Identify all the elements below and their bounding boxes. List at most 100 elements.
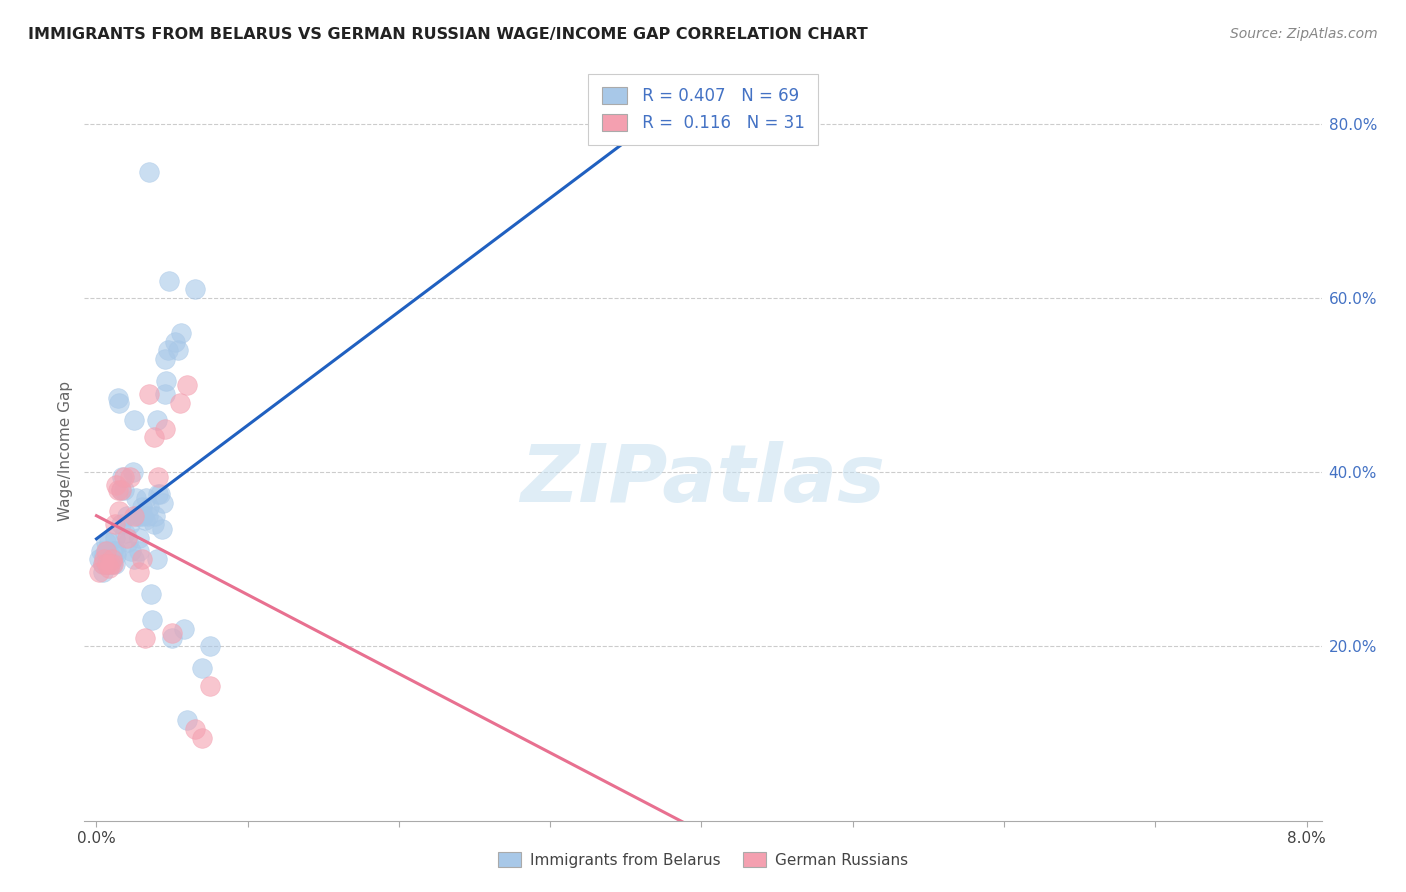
- Point: [94, 557, 117, 571]
- Point: [101, 543, 124, 558]
- Point: [146, 413, 169, 427]
- Point: [101, 557, 124, 571]
- Point: [128, 566, 150, 580]
- Point: [91, 557, 114, 571]
- Point: [176, 378, 198, 392]
- Point: [100, 552, 122, 566]
- Point: [100, 552, 122, 566]
- Point: [100, 557, 122, 571]
- Point: [132, 508, 155, 523]
- Point: [191, 661, 214, 675]
- Point: [89, 566, 111, 580]
- Point: [157, 274, 180, 288]
- Point: [125, 491, 148, 506]
- Point: [156, 343, 179, 358]
- Point: [150, 522, 173, 536]
- Point: [96, 557, 118, 571]
- Point: [91, 557, 114, 571]
- Point: [111, 469, 134, 483]
- Y-axis label: Wage/Income Gap: Wage/Income Gap: [58, 380, 73, 521]
- Point: [97, 561, 120, 575]
- Point: [138, 387, 160, 401]
- Point: [131, 552, 153, 566]
- Point: [104, 531, 127, 545]
- Point: [118, 517, 141, 532]
- Point: [105, 548, 128, 562]
- Text: ZIPatlas: ZIPatlas: [520, 441, 886, 519]
- Point: [107, 391, 129, 405]
- Point: [90, 543, 112, 558]
- Point: [120, 543, 142, 558]
- Point: [104, 557, 127, 571]
- Point: [184, 722, 207, 736]
- Point: [94, 535, 117, 549]
- Point: [97, 535, 120, 549]
- Point: [146, 552, 169, 566]
- Point: [138, 500, 160, 514]
- Point: [98, 557, 121, 571]
- Point: [139, 587, 162, 601]
- Point: [115, 508, 138, 523]
- Point: [142, 430, 165, 444]
- Point: [93, 552, 115, 566]
- Point: [105, 478, 128, 492]
- Point: [149, 487, 172, 501]
- Point: [124, 508, 146, 523]
- Point: [128, 543, 150, 558]
- Point: [117, 535, 139, 549]
- Point: [110, 517, 132, 532]
- Point: [128, 531, 150, 545]
- Point: [135, 491, 157, 506]
- Point: [134, 513, 156, 527]
- Point: [198, 679, 221, 693]
- Point: [101, 552, 124, 566]
- Point: [98, 548, 121, 562]
- Point: [94, 543, 117, 558]
- Point: [108, 395, 131, 409]
- Point: [184, 282, 207, 296]
- Point: [198, 640, 221, 654]
- Legend:  R = 0.407   N = 69,  R =  0.116   N = 31: R = 0.407 N = 69, R = 0.116 N = 31: [588, 74, 818, 145]
- Point: [148, 487, 170, 501]
- Point: [107, 483, 129, 497]
- Point: [118, 469, 141, 483]
- Point: [108, 504, 131, 518]
- Point: [104, 517, 127, 532]
- Point: [96, 557, 118, 571]
- Point: [173, 622, 195, 636]
- Point: [112, 483, 135, 497]
- Point: [191, 731, 214, 745]
- Point: [105, 543, 128, 558]
- Point: [148, 469, 170, 483]
- Point: [134, 631, 156, 645]
- Point: [124, 552, 146, 566]
- Point: [152, 496, 174, 510]
- Point: [138, 165, 160, 179]
- Point: [121, 465, 143, 479]
- Point: [142, 517, 165, 532]
- Point: [115, 531, 138, 545]
- Point: [110, 483, 132, 497]
- Point: [160, 631, 183, 645]
- Point: [160, 626, 183, 640]
- Point: [93, 548, 115, 562]
- Point: [91, 566, 114, 580]
- Point: [153, 422, 176, 436]
- Point: [155, 374, 177, 388]
- Point: [165, 334, 187, 349]
- Point: [131, 500, 153, 514]
- Point: [136, 508, 159, 523]
- Point: [170, 326, 193, 340]
- Point: [89, 552, 111, 566]
- Point: [124, 413, 146, 427]
- Point: [153, 387, 176, 401]
- Point: [176, 714, 198, 728]
- Point: [112, 469, 135, 483]
- Point: [167, 343, 190, 358]
- Text: IMMIGRANTS FROM BELARUS VS GERMAN RUSSIAN WAGE/INCOME GAP CORRELATION CHART: IMMIGRANTS FROM BELARUS VS GERMAN RUSSIA…: [28, 27, 868, 42]
- Point: [114, 526, 136, 541]
- Point: [153, 351, 176, 366]
- Point: [141, 613, 163, 627]
- Legend: Immigrants from Belarus, German Russians: Immigrants from Belarus, German Russians: [489, 844, 917, 875]
- Text: Source: ZipAtlas.com: Source: ZipAtlas.com: [1230, 27, 1378, 41]
